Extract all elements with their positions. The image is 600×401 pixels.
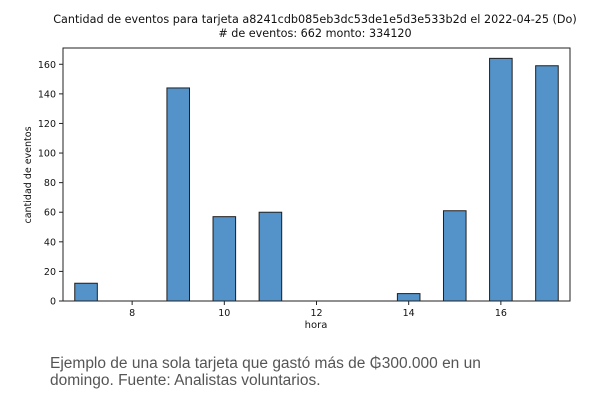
x-tick-label: 14 <box>403 308 415 319</box>
y-tick-label: 60 <box>44 208 56 219</box>
bar-hour-11 <box>258 211 283 302</box>
chart-subtitle: # de eventos: 662 monto: 334120 <box>218 27 411 40</box>
y-tick-label: 100 <box>38 149 56 160</box>
y-tick-label: 120 <box>38 119 56 130</box>
bar-hour-14 <box>396 293 421 302</box>
caption-line-1: Ejemplo de una sola tarjeta que gastó má… <box>50 355 481 372</box>
plot-frame <box>62 47 571 302</box>
bar-hour-10 <box>212 216 237 302</box>
y-axis-ticks: 0 20 40 60 80 100 120 140 160 <box>38 60 63 308</box>
x-axis-label: hora <box>305 320 328 331</box>
bar-hour-15 <box>442 210 467 302</box>
y-tick-label: 80 <box>44 178 56 189</box>
x-tick-label: 8 <box>129 308 135 319</box>
x-tick-label: 10 <box>218 308 230 319</box>
bar-hour-7 <box>74 282 98 302</box>
x-tick-label: 12 <box>310 308 322 319</box>
y-axis-label: cantidad de eventos <box>23 126 34 223</box>
x-tick-label: 16 <box>495 308 507 319</box>
y-tick-label: 160 <box>38 60 56 71</box>
y-tick-label: 140 <box>38 89 56 100</box>
caption-line-2: domingo. Fuente: Analistas voluntarios. <box>50 372 321 389</box>
y-tick-label: 20 <box>44 267 56 278</box>
bar-hour-17 <box>535 65 559 302</box>
x-axis-ticks: 8 10 12 14 16 <box>129 301 507 319</box>
figure-caption: Ejemplo de una sola tarjeta que gastó má… <box>50 355 570 389</box>
bar-hour-9 <box>166 87 191 302</box>
y-tick-label: 40 <box>44 237 56 248</box>
event-count-chart: Cantidad de eventos para tarjeta a8241cd… <box>23 13 577 331</box>
bars-group <box>74 57 559 302</box>
chart-title: Cantidad de eventos para tarjeta a8241cd… <box>53 13 576 26</box>
y-tick-label: 0 <box>50 297 56 308</box>
bar-hour-16 <box>489 57 513 302</box>
